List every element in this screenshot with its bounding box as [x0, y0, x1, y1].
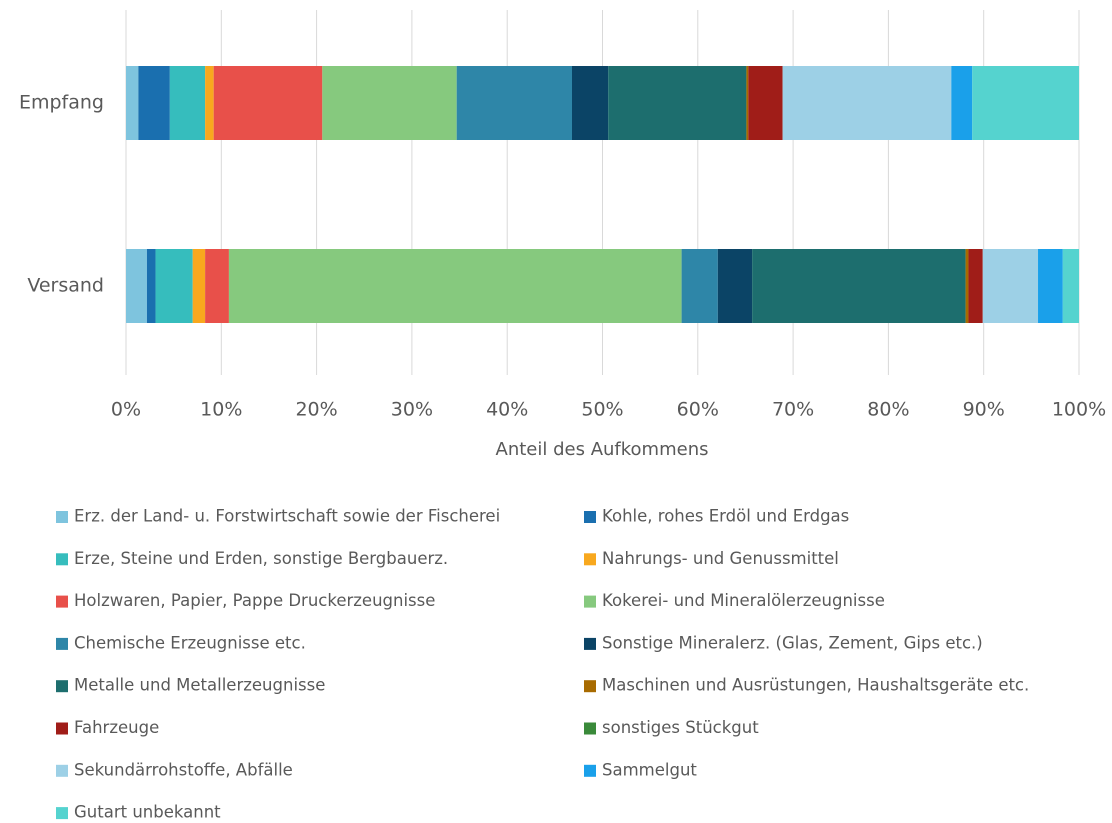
legend-swatch: [56, 807, 68, 820]
x-tick-label: 70%: [772, 399, 814, 421]
legend-label: Holzwaren, Papier, Pappe Druckerzeugniss…: [74, 591, 435, 610]
y-tick-label: Versand: [27, 275, 104, 297]
bar-segment: [681, 249, 718, 323]
x-tick-label: 90%: [963, 399, 1005, 421]
legend-label: sonstiges Stückgut: [602, 718, 759, 737]
legend-swatch: [56, 764, 68, 777]
bar-segment: [228, 249, 682, 323]
bar-segment: [972, 66, 1079, 140]
legend-swatch: [584, 637, 596, 650]
bar-segment: [748, 66, 783, 140]
x-tick-label: 10%: [200, 399, 242, 421]
legend-swatch: [56, 511, 68, 523]
bar-segment: [456, 66, 573, 140]
x-tick-label: 100%: [1052, 399, 1106, 421]
bar-segment: [752, 249, 966, 323]
bar-segment: [572, 66, 609, 140]
bar-segment: [205, 249, 229, 323]
legend-swatch: [584, 553, 596, 566]
bar-segment: [965, 249, 969, 323]
bar-segment: [608, 66, 747, 140]
bar-segment: [146, 249, 156, 323]
legend-swatch: [56, 553, 68, 566]
x-axis-label: Anteil des Aufkommens: [496, 439, 709, 460]
legend-swatch: [584, 722, 596, 735]
bar-segment: [1062, 249, 1079, 323]
y-tick-label: Empfang: [19, 92, 104, 114]
legend-swatch: [584, 680, 596, 693]
x-tick-label: 20%: [295, 399, 337, 421]
legend-label: Erz. der Land- u. Forstwirtschaft sowie …: [74, 507, 500, 526]
x-tick-label: 0%: [111, 399, 141, 421]
bar-segment: [126, 249, 147, 323]
legend-swatch: [56, 722, 68, 735]
legend-label: Sekundärrohstoffe, Abfälle: [74, 760, 293, 779]
legend-swatch: [584, 511, 596, 523]
legend-label: Sonstige Mineralerz. (Glas, Zement, Gips…: [602, 633, 983, 652]
x-tick-label: 60%: [677, 399, 719, 421]
bar-segment: [982, 249, 1039, 323]
bar-segment: [746, 66, 749, 140]
legend-swatch: [56, 637, 68, 650]
bar-segment: [968, 249, 983, 323]
legend-label: Chemische Erzeugnisse etc.: [74, 633, 306, 652]
bar-segment: [322, 66, 457, 140]
legend-swatch: [584, 764, 596, 777]
legend-swatch: [584, 595, 596, 608]
legend-label: Gutart unbekannt: [74, 803, 221, 822]
legend-label: Metalle und Metallerzeugnisse: [74, 676, 325, 695]
legend-label: Kokerei- und Mineralölerzeugnisse: [602, 591, 885, 610]
bar-segment: [1038, 249, 1063, 323]
bar-segment: [169, 66, 206, 140]
bar-segment: [205, 66, 214, 140]
bar-segment: [155, 249, 193, 323]
bar-segment: [138, 66, 170, 140]
x-tick-label: 30%: [391, 399, 433, 421]
bar-segment: [951, 66, 973, 140]
legend-swatch: [56, 595, 68, 608]
x-tick-label: 40%: [486, 399, 528, 421]
x-tick-label: 80%: [867, 399, 909, 421]
bar-segment: [213, 66, 323, 140]
bar-segment: [126, 66, 139, 140]
legend-label: Kohle, rohes Erdöl und Erdgas: [602, 507, 849, 526]
legend-label: Erze, Steine und Erden, sonstige Bergbau…: [74, 549, 448, 568]
legend-swatch: [56, 680, 68, 693]
bar-segment: [192, 249, 206, 323]
x-tick-label: 50%: [581, 399, 623, 421]
bar-segment: [782, 66, 952, 140]
legend-label: Nahrungs- und Genussmittel: [602, 549, 839, 568]
legend-label: Sammelgut: [602, 760, 697, 779]
legend-label: Fahrzeuge: [74, 718, 159, 737]
legend-label: Maschinen und Ausrüstungen, Haushaltsger…: [602, 676, 1029, 695]
bar-segment: [717, 249, 753, 323]
